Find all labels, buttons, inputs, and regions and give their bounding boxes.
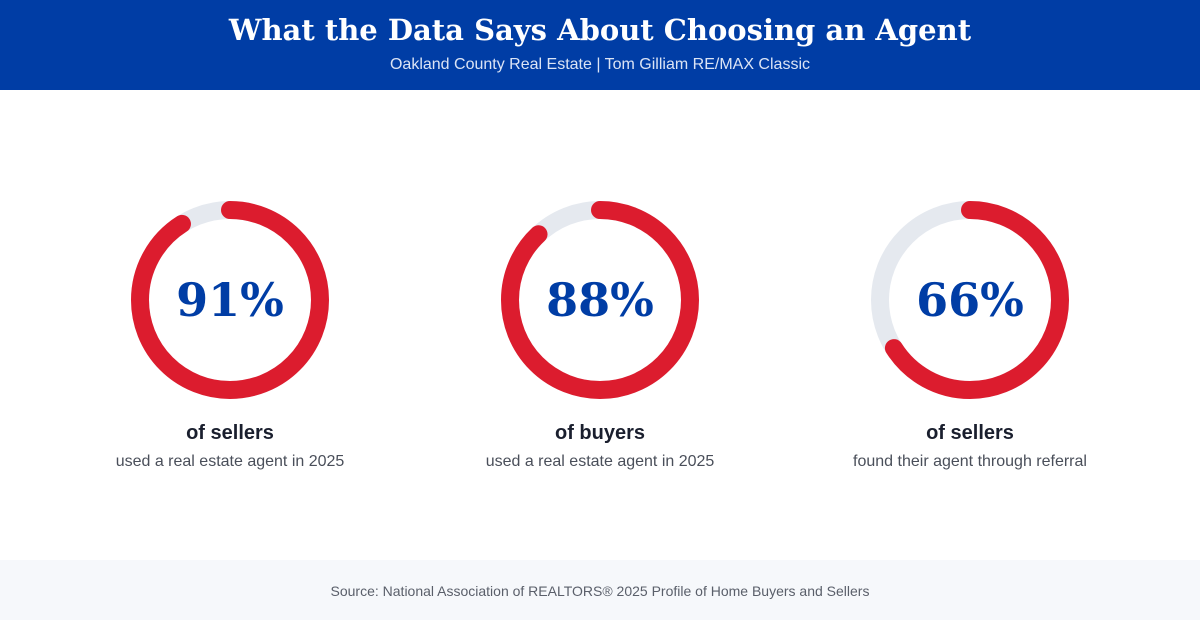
ring-progress <box>871 201 1069 399</box>
donut-ring: 66% <box>871 201 1069 399</box>
stat-label: of sellers <box>186 422 274 444</box>
stat-card-buyers-agent: 88% of buyers used a real estate agent i… <box>415 90 785 560</box>
header-banner: What the Data Says About Choosing an Age… <box>0 0 1200 90</box>
ring-progress <box>131 201 329 399</box>
stat-description: found their agent through referral <box>853 453 1087 470</box>
stat-value: 91% <box>176 273 284 327</box>
stat-label: of buyers <box>554 422 646 444</box>
stat-label: of sellers <box>926 422 1014 444</box>
donut-ring: 91% <box>131 201 329 399</box>
page-subtitle: Oakland County Real Estate | Tom Gilliam… <box>389 56 810 73</box>
stat-description: used a real estate agent in 2025 <box>485 453 715 470</box>
footer: Source: National Association of REALTORS… <box>0 560 1200 620</box>
page-title: What the Data Says About Choosing an Age… <box>228 13 972 47</box>
source-citation: Source: National Association of REALTORS… <box>330 583 870 599</box>
stat-card-sellers-referral: 66% of sellers found their agent through… <box>785 90 1155 560</box>
stat-value: 88% <box>546 273 654 327</box>
donut-ring: 88% <box>501 201 699 399</box>
stat-value: 66% <box>916 273 1024 327</box>
stats-row: 91% of sellers used a real estate agent … <box>0 90 1200 560</box>
ring-progress <box>501 201 699 399</box>
stat-card-sellers-agent: 91% of sellers used a real estate agent … <box>45 90 415 560</box>
stat-description: used a real estate agent in 2025 <box>115 453 345 470</box>
